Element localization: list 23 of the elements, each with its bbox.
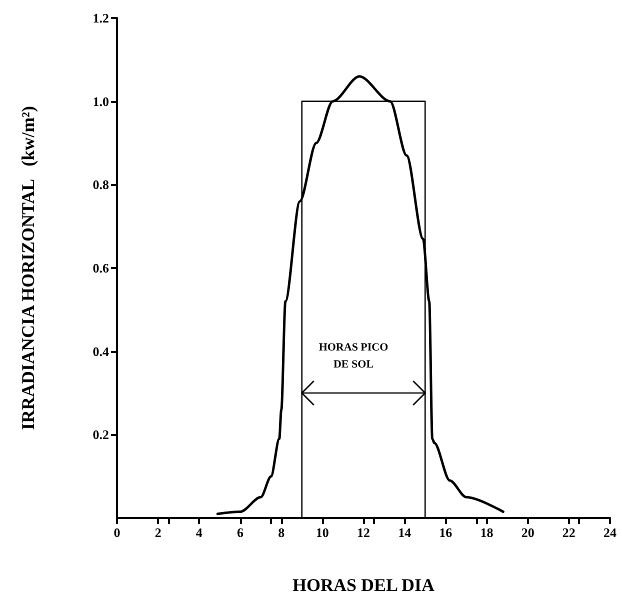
x-tick-label: 8 (278, 525, 286, 540)
x-tick-label: 6 (237, 525, 244, 540)
x-tick-label: 14 (398, 525, 412, 540)
x-tick-label: 24 (604, 525, 617, 540)
line-series (216, 75, 504, 516)
x-tick-label: 16 (439, 525, 453, 540)
x-tick-label: 20 (521, 525, 534, 540)
x-tick-label: 22 (562, 525, 576, 540)
y-tick-label: 0.4 (92, 344, 110, 359)
y-tick-label: 1.2 (92, 10, 109, 26)
x-tick-label: 18 (480, 525, 494, 540)
annotation: HORAS PICO DE SOL (318, 342, 389, 370)
x-axis-title: HORAS DEL DIA (292, 575, 435, 595)
x-tick-label: 10 (316, 525, 329, 540)
x-tick-label: 4 (196, 525, 203, 540)
x-tick-label: 12 (357, 525, 370, 540)
y-tick-label: 0.8 (92, 177, 110, 192)
x-tick-label: 2 (154, 525, 162, 540)
y-tick-label: 0.2 (92, 427, 109, 442)
y-tick-label: 0.6 (92, 260, 110, 276)
x-tick-label: 0 (114, 525, 120, 540)
y-axis-title: IRRADIANCIA HORIZONTAL (kw/m²) (18, 106, 38, 430)
y-tick-label: 1.0 (92, 94, 109, 109)
